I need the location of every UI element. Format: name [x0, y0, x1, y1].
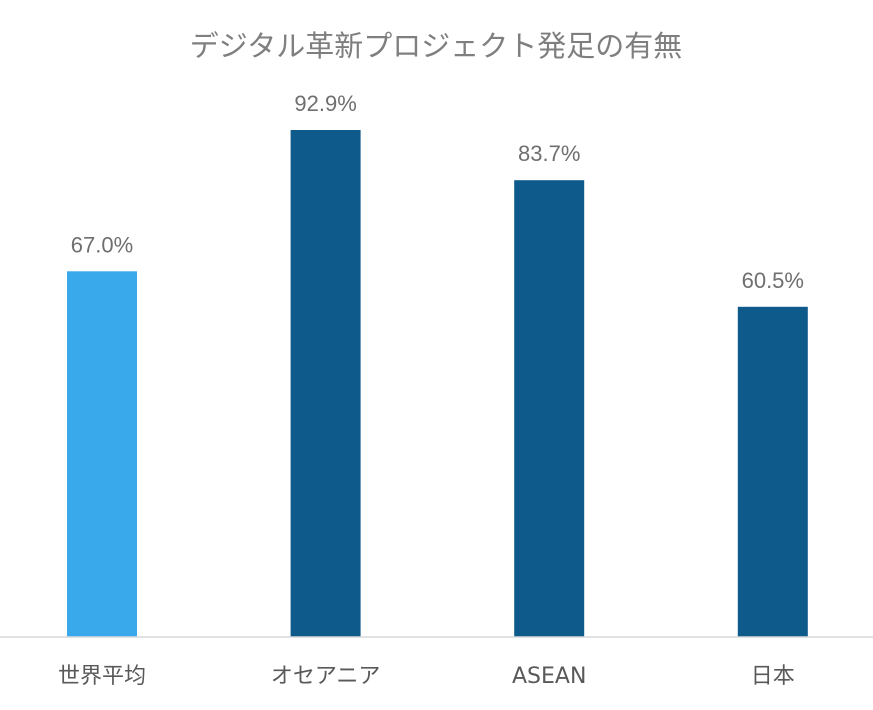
- bar-2: [290, 130, 361, 637]
- chart-title: デジタル革新プロジェクト発足の有無: [190, 29, 682, 63]
- category-label-1: 世界平均: [58, 664, 146, 689]
- data-label-2: 92.9%: [294, 91, 356, 116]
- data-label-3: 83.7%: [518, 141, 580, 166]
- data-label-1: 67.0%: [71, 232, 133, 257]
- bars-layer: [67, 130, 808, 637]
- bar-1: [67, 271, 137, 637]
- category-label-3: ASEAN: [512, 664, 586, 689]
- bar-4: [737, 306, 808, 637]
- category-label-4: 日本: [751, 664, 795, 689]
- category-label-2: オセアニア: [271, 664, 381, 689]
- labels-layer: 67.0% 世界平均 92.9% オセアニア 83.7% ASEAN 60.5% 日本: [58, 91, 804, 689]
- data-label-4: 60.5%: [742, 268, 804, 293]
- bar-3: [514, 180, 585, 637]
